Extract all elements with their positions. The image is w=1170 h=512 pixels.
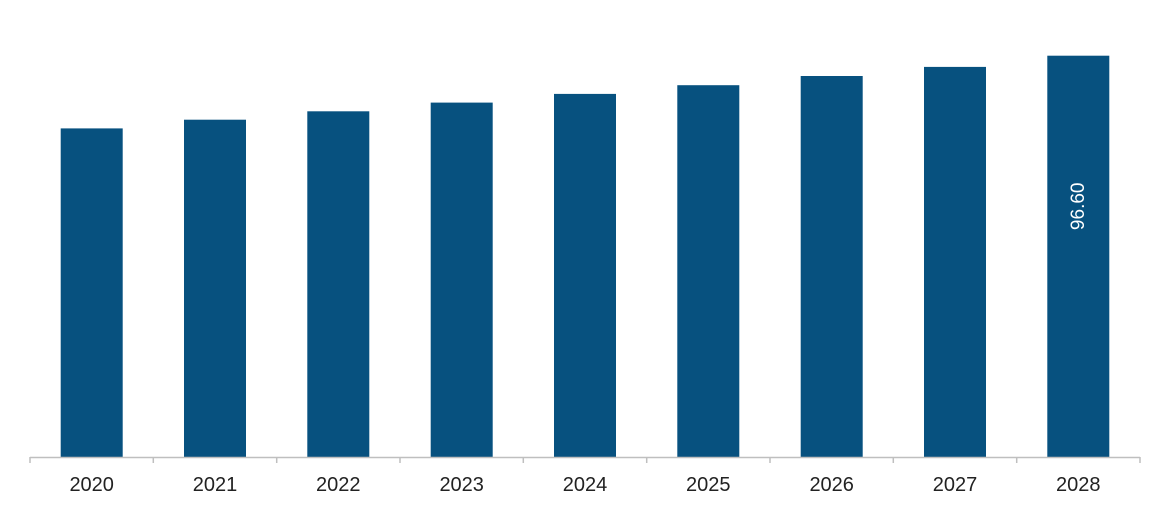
- x-tick-label-2023: 2023: [439, 474, 484, 496]
- bar-2025: [677, 85, 740, 457]
- x-tick-label-2022: 2022: [316, 474, 361, 496]
- bar-2028: [1047, 55, 1110, 457]
- x-tick-labels: 2020 2021 2022 2023 2024 2025 2026 2027 2028: [69, 474, 1100, 496]
- bar-2020: [60, 128, 123, 457]
- bar-2024: [554, 93, 616, 458]
- x-tick-label-2027: 2027: [933, 474, 978, 496]
- bar-2021: [184, 119, 246, 457]
- x-axis: [29, 456, 1141, 463]
- bar-2022: [307, 111, 370, 458]
- x-tick-label-2025: 2025: [686, 474, 731, 496]
- x-tick-label-2021: 2021: [193, 474, 238, 496]
- data-labels: 96.60: [1068, 183, 1089, 231]
- data-label-2028: 96.60: [1068, 183, 1089, 231]
- bar-2023: [430, 102, 493, 457]
- x-tick-label-2024: 2024: [563, 474, 608, 496]
- bar-2027: [924, 66, 986, 458]
- x-tick-label-2026: 2026: [809, 474, 854, 496]
- bar-2026: [800, 76, 863, 457]
- x-tick-label-2020: 2020: [69, 474, 114, 496]
- x-tick-label-2028: 2028: [1056, 474, 1101, 496]
- bars-group: [60, 55, 1110, 458]
